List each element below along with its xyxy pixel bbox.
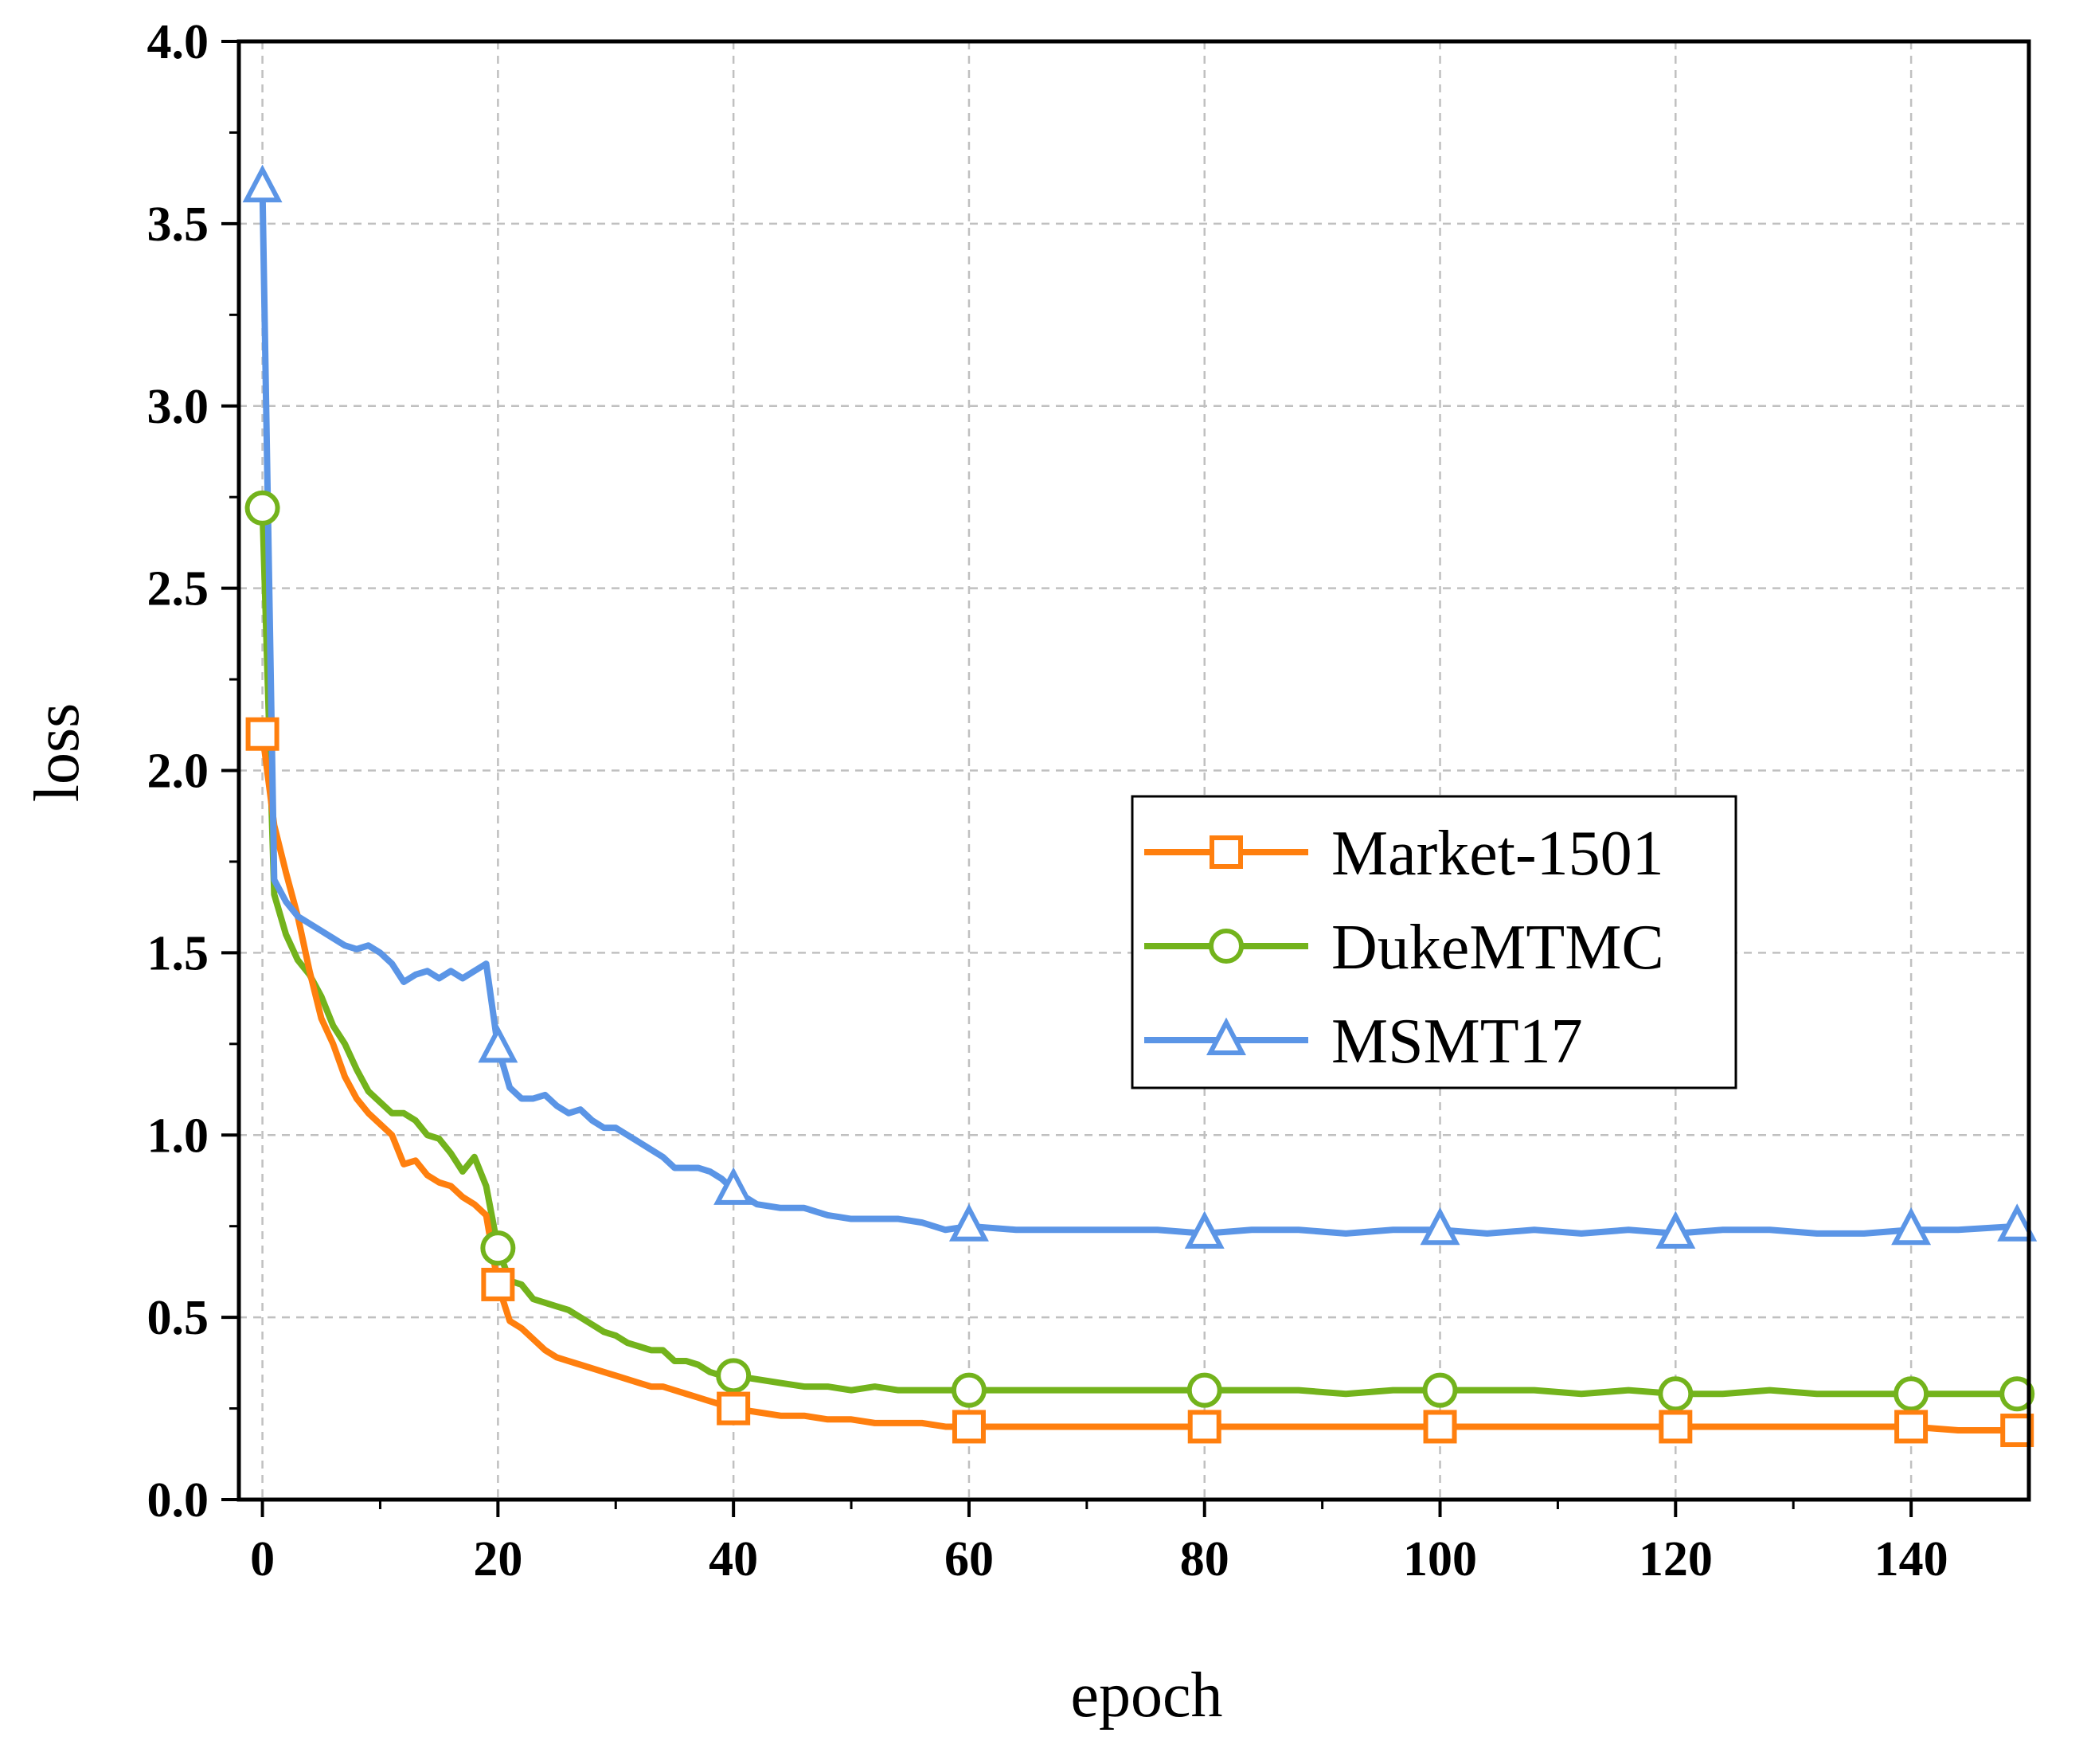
legend-label-msmt17: MSMT17 — [1331, 1007, 1583, 1077]
series-marker-market-1501 — [2000, 1414, 2034, 1448]
x-tick-label: 120 — [1639, 1532, 1713, 1586]
legend-marker-dukemtmc — [1209, 929, 1244, 964]
y-tick-label: 2.0 — [147, 745, 209, 799]
series-marker-market-1501 — [1187, 1410, 1221, 1444]
series-marker-msmt17 — [1655, 1211, 1696, 1249]
series-marker-dukemtmc — [1894, 1376, 1929, 1412]
x-tick-label: 80 — [1180, 1532, 1229, 1586]
series-marker-dukemtmc — [951, 1372, 987, 1408]
axis-tick-labels: 0 20 40 60 80 100 120 140 0.0 0.5 1.0 1.5 2.0 2.5 3.0 3… — [147, 15, 1948, 1586]
x-tick-label: 0 — [250, 1532, 275, 1586]
series-marker-market-1501 — [1423, 1410, 1457, 1444]
series-marker-dukemtmc — [244, 490, 280, 526]
y-tick-label: 0.0 — [147, 1473, 209, 1527]
legend-marker-msmt17 — [1206, 1017, 1246, 1055]
series-marker-msmt17 — [713, 1167, 754, 1205]
y-tick-label: 1.0 — [147, 1109, 209, 1163]
series-marker-dukemtmc — [1658, 1376, 1694, 1412]
series-marker-market-1501 — [952, 1410, 986, 1444]
series-marker-market-1501 — [1894, 1410, 1929, 1444]
y-tick-label: 3.5 — [147, 198, 209, 252]
legend-label-market-1501: Market-1501 — [1331, 819, 1664, 889]
series-marker-market-1501 — [245, 717, 279, 751]
series-markers — [242, 164, 2038, 1448]
legend: Market-1501 DukeMTMC MSMT17 — [1131, 795, 1737, 1089]
series-marker-dukemtmc — [716, 1358, 752, 1394]
x-tick-label: 140 — [1874, 1532, 1948, 1586]
y-tick-label: 0.5 — [147, 1291, 209, 1345]
series-marker-market-1501 — [481, 1267, 515, 1301]
series-marker-msmt17 — [1184, 1211, 1225, 1249]
series-marker-dukemtmc — [1186, 1372, 1222, 1408]
series-marker-msmt17 — [478, 1024, 518, 1063]
y-tick-label: 4.0 — [147, 15, 209, 69]
y-axis-title: loss — [22, 703, 92, 803]
series-marker-market-1501 — [1659, 1410, 1693, 1444]
series-marker-msmt17 — [1420, 1207, 1460, 1246]
legend-label-dukemtmc: DukeMTMC — [1331, 913, 1664, 983]
series-marker-dukemtmc — [480, 1230, 516, 1266]
x-tick-label: 60 — [944, 1532, 994, 1586]
y-tick-label: 2.5 — [147, 562, 209, 616]
y-tick-label: 1.5 — [147, 926, 209, 980]
x-tick-label: 40 — [709, 1532, 758, 1586]
series-marker-msmt17 — [1891, 1207, 1932, 1246]
axis-ticks — [221, 40, 1913, 1517]
y-tick-label: 3.0 — [147, 380, 209, 434]
legend-marker-market-1501 — [1210, 835, 1243, 869]
series-marker-msmt17 — [948, 1203, 989, 1242]
x-tick-label: 20 — [473, 1532, 522, 1586]
x-axis-title: epoch — [1070, 1660, 1222, 1731]
series-marker-dukemtmc — [1422, 1372, 1458, 1408]
series-marker-msmt17 — [1997, 1203, 2038, 1242]
series-marker-msmt17 — [242, 164, 283, 203]
series-marker-market-1501 — [717, 1391, 751, 1426]
x-tick-label: 100 — [1403, 1532, 1477, 1586]
series-marker-dukemtmc — [1999, 1376, 2035, 1412]
